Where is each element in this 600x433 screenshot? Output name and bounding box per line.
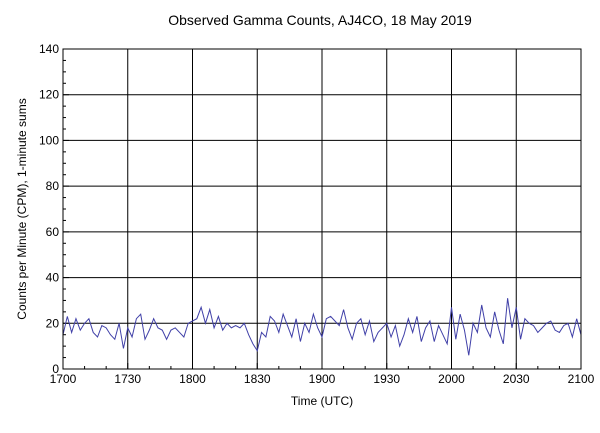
x-tick-label: 2100 [568,372,595,386]
x-tick-label: 1930 [373,372,400,386]
chart-title: Observed Gamma Counts, AJ4CO, 18 May 201… [168,12,472,28]
y-tick-label: 120 [39,88,59,102]
plot-frame [62,48,582,370]
y-tick-label: 140 [39,42,59,56]
y-tick-label: 0 [52,362,59,376]
y-axis-label: Counts per Minute (CPM), 1-minute sums [15,98,29,319]
y-tick-label: 60 [46,225,60,239]
x-tick-label: 2030 [503,372,530,386]
y-tick-label: 100 [39,133,59,147]
x-tick-label: 1830 [244,372,271,386]
x-tick-label: 1730 [114,372,141,386]
x-axis-label: Time (UTC) [291,394,353,408]
grid [63,49,581,369]
y-tick-label: 20 [46,316,60,330]
series-line-cpm [62,298,582,356]
y-tick-label: 40 [46,271,60,285]
x-tick-label: 1700 [50,372,77,386]
tick-labels: 1700 1730 1800 1830 1900 1930 2000 2030 2100 0 20 4… [39,42,595,386]
x-tick-label: 2000 [438,372,465,386]
y-tick-label: 80 [46,179,60,193]
x-tick-label: 1900 [309,372,336,386]
x-tick-label: 1800 [179,372,206,386]
